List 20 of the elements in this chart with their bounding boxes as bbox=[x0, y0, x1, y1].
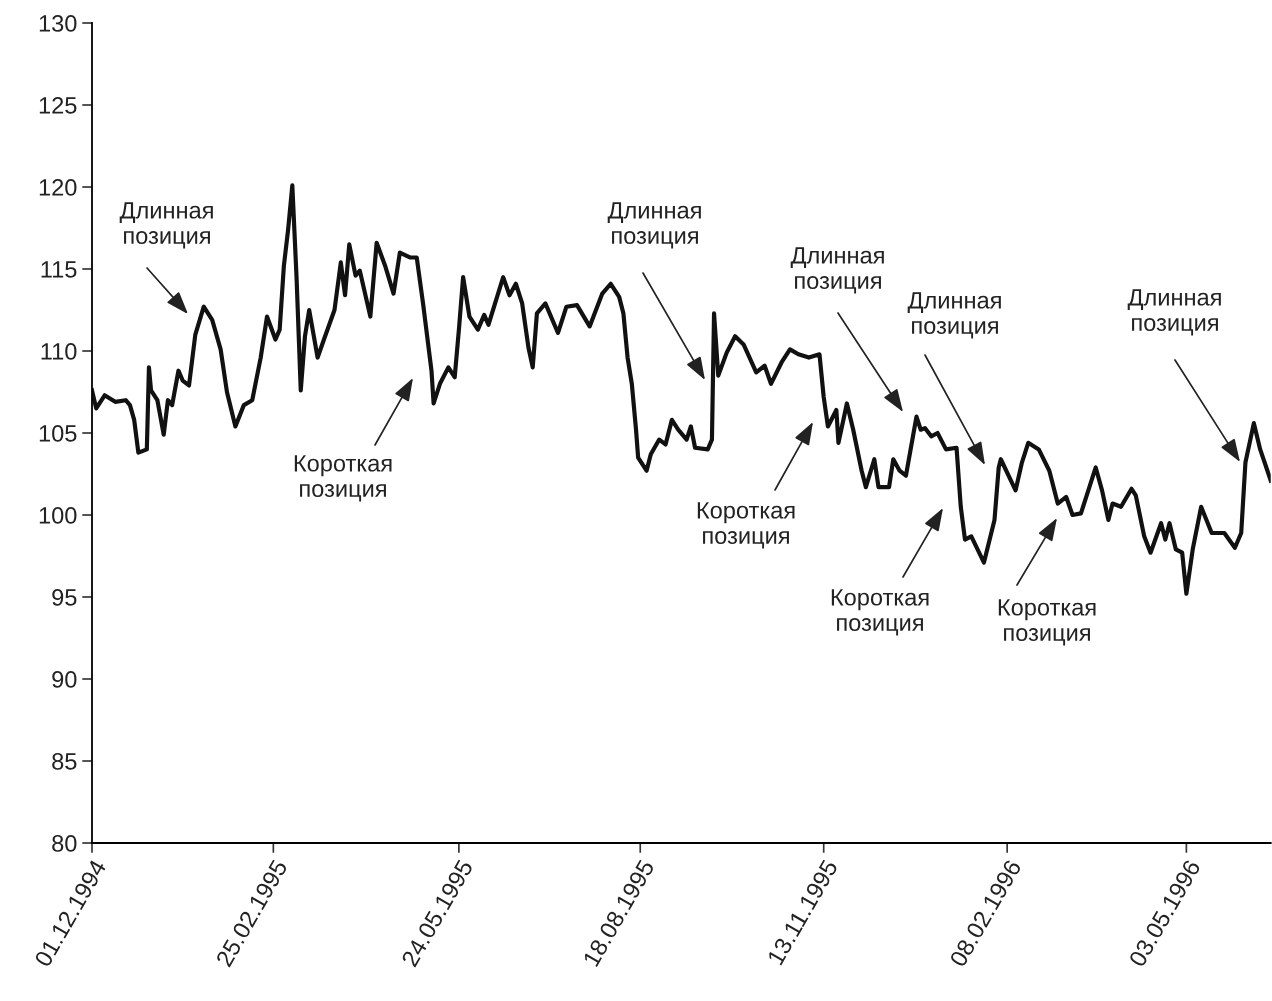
y-tick-label: 115 bbox=[41, 261, 77, 278]
y-tick-label: 120 bbox=[39, 179, 77, 196]
annotation: Длинная позиция bbox=[1127, 289, 1221, 336]
y-tick-label: 95 bbox=[52, 589, 77, 606]
y-tick-label: 80 bbox=[52, 835, 77, 852]
y-tick-label: 85 bbox=[52, 753, 77, 770]
annotation: Длинная позиция bbox=[790, 247, 884, 294]
y-tick-label: 110 bbox=[41, 343, 77, 360]
annotation: Длинная позиция bbox=[607, 202, 701, 249]
y-tick-label: 130 bbox=[39, 15, 77, 32]
annotation: Короткая позиция bbox=[998, 599, 1096, 646]
y-tick-label: 125 bbox=[39, 97, 77, 114]
annotation: Короткая позиция bbox=[831, 589, 929, 636]
annotation: Короткая позиция bbox=[697, 502, 795, 549]
annotation: Короткая позиция bbox=[294, 455, 392, 502]
y-tick-label: 100 bbox=[39, 507, 77, 524]
y-tick-label: 90 bbox=[52, 671, 77, 688]
annotation: Длинная позиция bbox=[907, 292, 1001, 339]
y-tick-label: 105 bbox=[39, 425, 77, 442]
annotation: Длинная позиция bbox=[119, 202, 213, 249]
